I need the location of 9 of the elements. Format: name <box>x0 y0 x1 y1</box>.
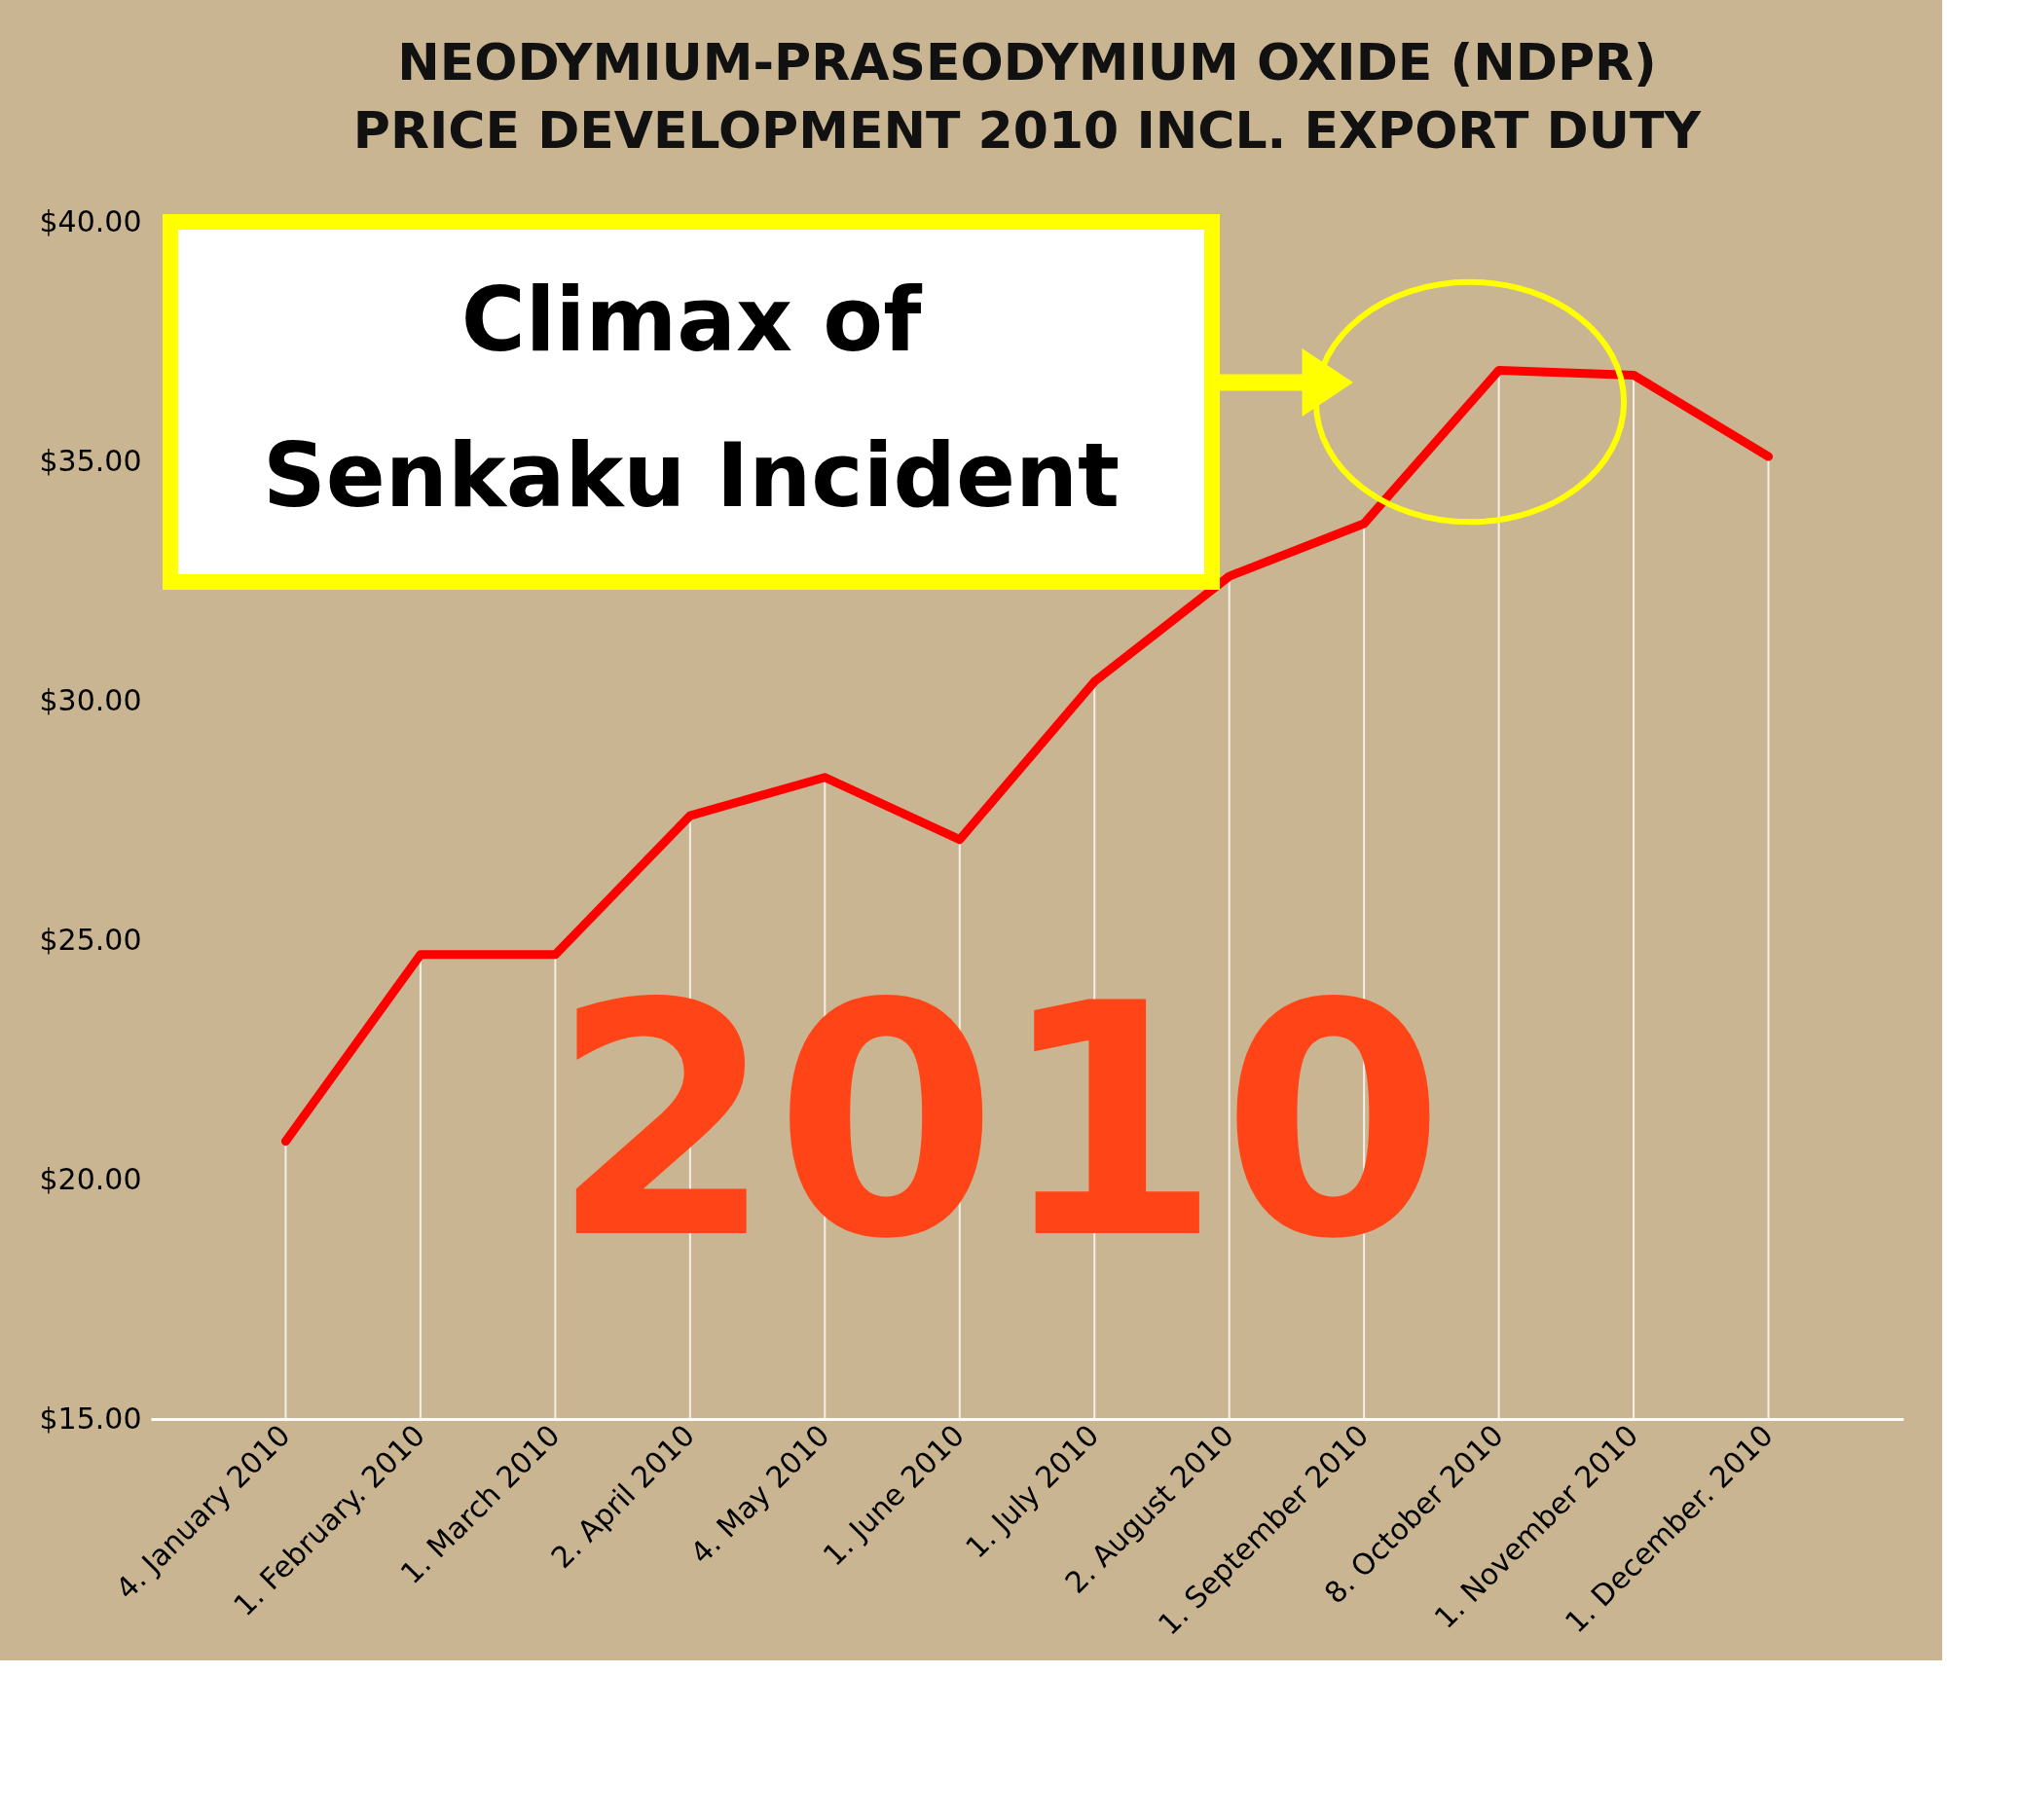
annotation: Climax of Senkaku Incident <box>262 269 1121 527</box>
y-tick-label: $20.00 <box>39 1161 142 1196</box>
y-tick-label: $25.00 <box>39 922 142 957</box>
chart-subtitle: PRICE DEVELOPMENT 2010 INCL. EXPORT DUTY <box>352 101 1703 160</box>
y-tick-label: $40.00 <box>39 203 142 238</box>
y-tick-label: $35.00 <box>39 443 142 478</box>
y-tick-label: $15.00 <box>39 1401 142 1436</box>
y-tick-label: $30.00 <box>39 682 142 717</box>
chart-title: NEODYMIUM-PRASEODYMIUM OXIDE (NDPR) <box>397 33 1657 91</box>
